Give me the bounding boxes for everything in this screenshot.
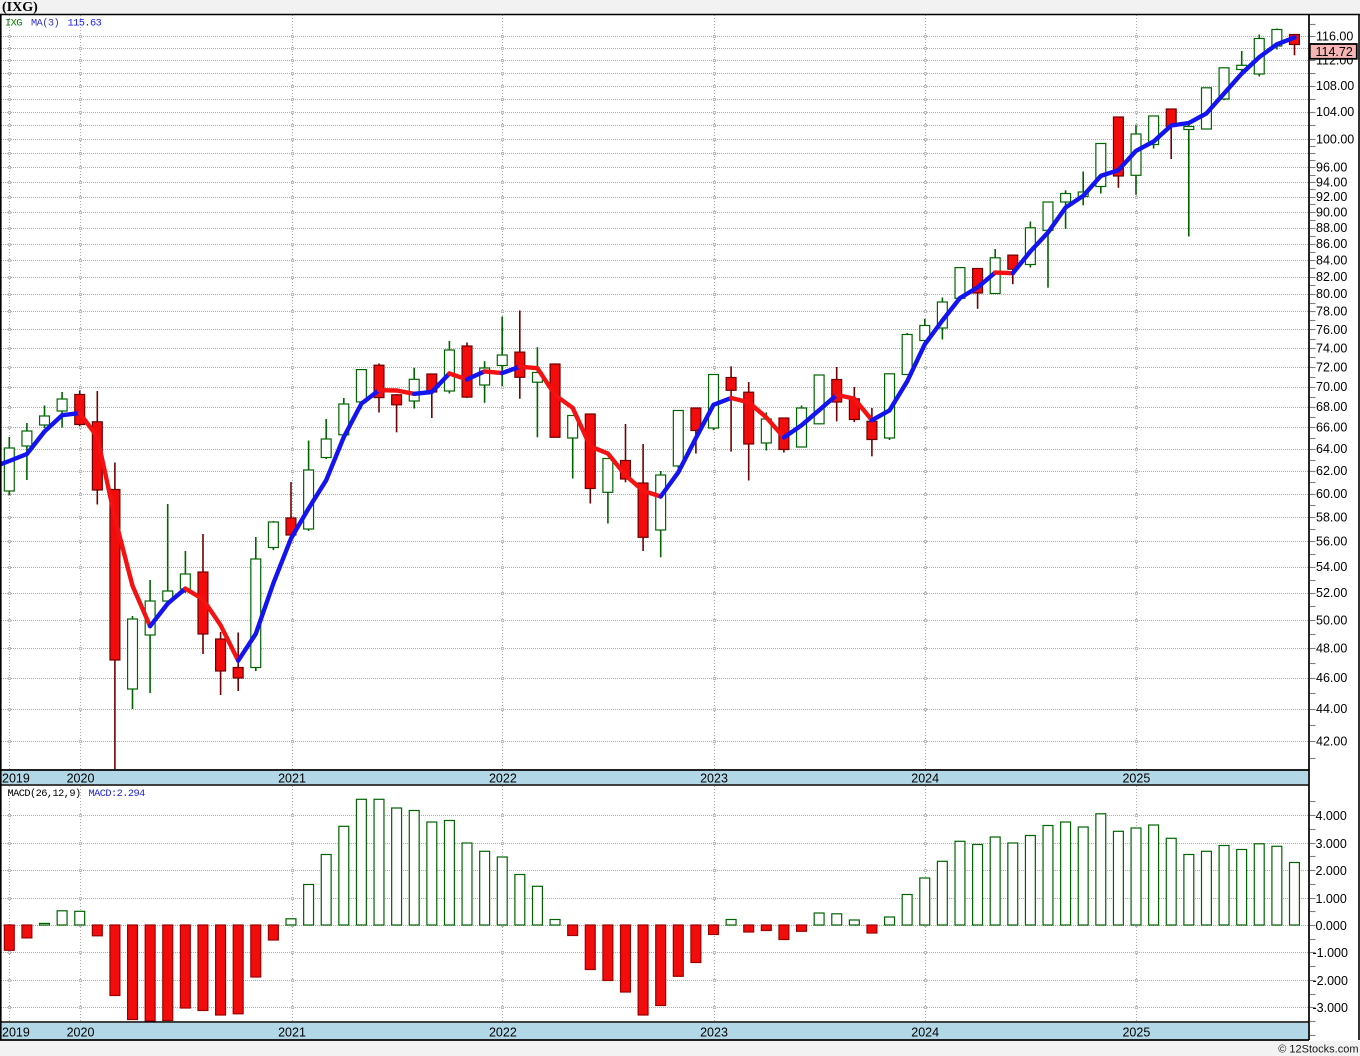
svg-text:86.00: 86.00 (1316, 237, 1347, 251)
svg-text:96.00: 96.00 (1316, 161, 1347, 175)
svg-text:82.00: 82.00 (1316, 270, 1347, 284)
svg-text:46.00: 46.00 (1316, 671, 1347, 685)
svg-text:115.63: 115.63 (68, 18, 102, 30)
svg-text:2021: 2021 (278, 771, 306, 785)
svg-text:44.00: 44.00 (1316, 702, 1347, 716)
svg-text:72.00: 72.00 (1316, 360, 1347, 374)
svg-text:56.00: 56.00 (1316, 535, 1347, 549)
svg-text:© 12Stocks.com: © 12Stocks.com (1278, 1044, 1358, 1056)
svg-text:2023: 2023 (700, 1025, 728, 1039)
svg-text:-2.000: -2.000 (1313, 974, 1348, 988)
svg-text:52.00: 52.00 (1316, 586, 1347, 600)
svg-text:74.00: 74.00 (1316, 341, 1347, 355)
svg-text:2024: 2024 (911, 1025, 939, 1039)
svg-text:2.000: 2.000 (1316, 864, 1347, 878)
svg-text:2020: 2020 (67, 1025, 95, 1039)
svg-text:116.00: 116.00 (1316, 29, 1353, 43)
svg-text:2025: 2025 (1122, 771, 1150, 785)
svg-text:-3.000: -3.000 (1313, 1001, 1348, 1015)
svg-text:2021: 2021 (278, 1025, 306, 1039)
svg-text:2019: 2019 (2, 1025, 30, 1039)
svg-text:IXG: IXG (5, 18, 22, 30)
svg-text:108.00: 108.00 (1316, 79, 1354, 93)
svg-text:60.00: 60.00 (1316, 487, 1347, 501)
svg-text:2025: 2025 (1122, 1025, 1150, 1039)
svg-text:0.000: 0.000 (1316, 919, 1347, 933)
svg-text:64.00: 64.00 (1316, 442, 1347, 456)
svg-text:68.00: 68.00 (1316, 400, 1347, 414)
svg-text:104.00: 104.00 (1316, 105, 1354, 119)
svg-text:-1.000: -1.000 (1313, 946, 1348, 960)
svg-text:66.00: 66.00 (1316, 421, 1347, 435)
svg-text:78.00: 78.00 (1316, 305, 1347, 319)
svg-text:92.00: 92.00 (1316, 190, 1347, 204)
svg-text:2022: 2022 (489, 771, 517, 785)
svg-text:76.00: 76.00 (1316, 323, 1347, 337)
svg-text:54.00: 54.00 (1316, 560, 1347, 574)
svg-text:2020: 2020 (67, 771, 95, 785)
svg-text:90.00: 90.00 (1316, 205, 1347, 219)
svg-text:4.000: 4.000 (1316, 809, 1347, 823)
svg-text:(IXG): (IXG) (2, 0, 38, 15)
svg-text:2019: 2019 (2, 771, 30, 785)
svg-text:2024: 2024 (911, 771, 939, 785)
svg-text:1.000: 1.000 (1316, 892, 1347, 906)
svg-text:70.00: 70.00 (1316, 380, 1347, 394)
svg-text:MA(3): MA(3) (31, 18, 59, 30)
svg-text:MACD(26,12,9): MACD(26,12,9) (8, 788, 81, 800)
svg-text:58.00: 58.00 (1316, 510, 1347, 524)
svg-text:42.00: 42.00 (1316, 734, 1347, 748)
svg-text:MACD:2.294: MACD:2.294 (89, 788, 146, 800)
svg-text:94.00: 94.00 (1316, 175, 1347, 189)
svg-text:2023: 2023 (700, 771, 728, 785)
svg-text:48.00: 48.00 (1316, 642, 1347, 656)
svg-text:2022: 2022 (489, 1025, 517, 1039)
svg-text:100.00: 100.00 (1316, 132, 1354, 146)
svg-text:88.00: 88.00 (1316, 221, 1347, 235)
svg-text:62.00: 62.00 (1316, 464, 1347, 478)
svg-text:50.00: 50.00 (1316, 613, 1347, 627)
svg-text:80.00: 80.00 (1316, 287, 1347, 301)
svg-text:3.000: 3.000 (1316, 837, 1347, 851)
svg-text:114.72: 114.72 (1316, 45, 1353, 59)
svg-text:84.00: 84.00 (1316, 253, 1347, 267)
